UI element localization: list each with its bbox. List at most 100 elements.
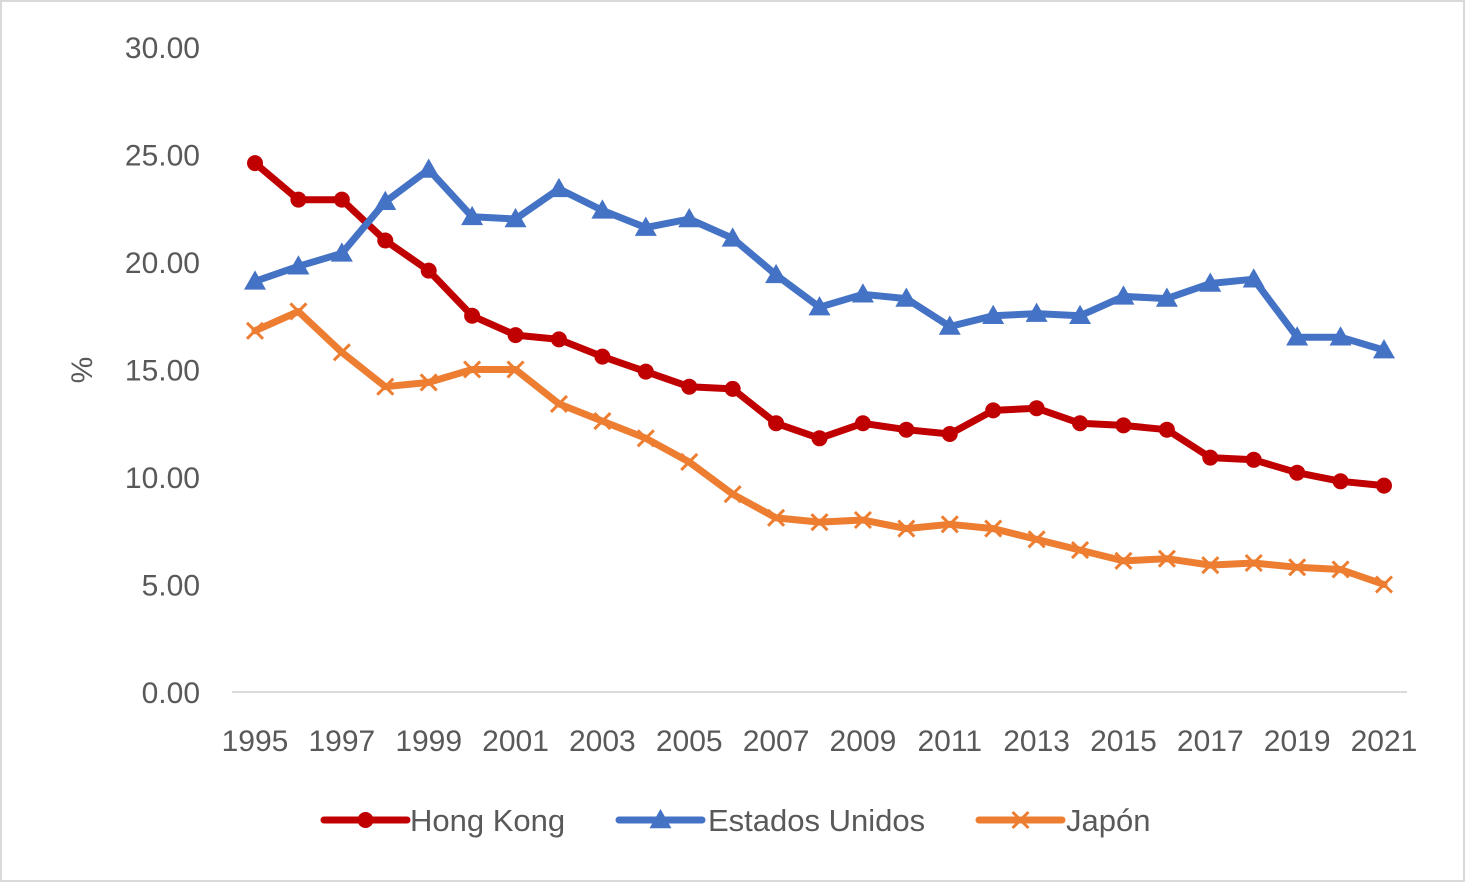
x-tick-label: 2019	[1264, 725, 1331, 758]
data-point	[1155, 287, 1178, 307]
data-point	[1201, 556, 1220, 575]
x-tick-label: 2007	[743, 725, 810, 758]
legend-label: Estados Unidos	[708, 803, 925, 838]
y-tick-labels: 0.00 5.00 10.00 15.00 20.00 25.00 30.00	[125, 32, 200, 710]
series-estados-unidos	[244, 158, 1395, 359]
x-tick-label: 2015	[1090, 725, 1157, 758]
data-point	[332, 343, 351, 362]
data-point	[1242, 268, 1265, 288]
data-point	[1331, 560, 1350, 579]
data-point	[1202, 449, 1219, 466]
legend: Hong Kong Estados Unidos Japón	[320, 803, 1150, 838]
x-tick-label: 1999	[395, 725, 462, 758]
data-point	[1070, 541, 1090, 560]
data-point	[1376, 477, 1392, 494]
legend-marker	[357, 812, 374, 828]
x-tick-label: 2005	[656, 725, 723, 758]
x-tick-label: 2003	[569, 725, 636, 758]
x-tick-label: 2013	[1003, 725, 1070, 758]
data-point	[851, 283, 874, 303]
data-point	[549, 394, 569, 413]
data-point	[810, 513, 829, 532]
series-layer	[244, 155, 1395, 594]
data-point	[938, 315, 961, 335]
data-point	[1112, 285, 1135, 305]
data-point	[897, 519, 916, 538]
y-axis-title: %	[66, 357, 99, 384]
data-point	[461, 205, 484, 226]
y-tick-label: 20.00	[125, 247, 200, 280]
data-point	[289, 302, 308, 321]
y-tick-label: 5.00	[142, 570, 200, 603]
y-tick-label: 0.00	[142, 677, 200, 710]
data-point	[1288, 558, 1307, 577]
data-point	[591, 199, 614, 219]
data-point	[637, 363, 654, 380]
data-point	[808, 296, 831, 316]
data-point	[984, 519, 1003, 538]
data-point	[1244, 553, 1263, 573]
y-tick-label: 30.00	[125, 32, 200, 65]
data-point	[1028, 400, 1045, 417]
data-point	[765, 263, 788, 284]
data-point	[768, 415, 785, 432]
data-point	[985, 402, 1002, 419]
data-point	[1245, 451, 1262, 468]
data-point	[464, 307, 481, 324]
data-point	[1114, 551, 1133, 570]
data-point	[1072, 415, 1089, 432]
data-point	[634, 216, 657, 236]
x-tick-label: 1995	[222, 725, 289, 758]
data-point	[244, 270, 266, 290]
data-point	[1158, 421, 1175, 438]
legend-entry: Estados Unidos	[615, 803, 925, 838]
x-tick-label: 2011	[918, 725, 983, 758]
data-point	[724, 380, 741, 397]
data-point	[941, 426, 958, 442]
data-point	[547, 177, 570, 198]
data-point	[1069, 304, 1092, 324]
data-point	[247, 155, 263, 172]
legend-entry: Hong Kong	[320, 803, 565, 838]
series-line	[251, 166, 1388, 354]
data-point	[721, 227, 744, 247]
data-point	[1199, 272, 1222, 292]
data-point	[506, 360, 525, 379]
y-tick-label: 15.00	[125, 355, 200, 388]
legend-label: Hong Kong	[410, 803, 565, 838]
data-point	[330, 242, 353, 262]
legend-entry: Japón	[975, 803, 1150, 838]
data-point	[287, 255, 310, 275]
data-point	[420, 262, 437, 279]
data-point	[636, 429, 655, 448]
data-point	[1286, 326, 1309, 346]
data-point	[245, 321, 265, 340]
x-tick-labels: 1995 1997 1999 2001 2003 2005 2007 2009 2011 2013…	[222, 725, 1418, 758]
data-point	[982, 304, 1005, 324]
data-point	[376, 377, 395, 396]
legend-marker	[1011, 810, 1030, 830]
data-point	[895, 287, 918, 307]
data-point	[1157, 549, 1176, 568]
x-tick-label: 2017	[1177, 725, 1244, 758]
data-point	[504, 208, 527, 228]
data-point	[1332, 473, 1349, 490]
legend-label: Japón	[1066, 803, 1150, 838]
x-tick-label: 2001	[482, 725, 549, 758]
x-tick-label: 2009	[830, 725, 897, 758]
data-point	[680, 452, 699, 472]
y-tick-label: 10.00	[125, 462, 200, 495]
data-point	[290, 191, 307, 208]
data-point	[854, 415, 871, 432]
data-point	[767, 508, 786, 527]
data-point	[1373, 339, 1395, 359]
x-tick-label: 2021	[1351, 725, 1418, 758]
data-point	[1027, 530, 1046, 549]
data-point	[374, 190, 397, 211]
series-line	[251, 308, 1388, 588]
data-point	[723, 485, 742, 504]
data-point	[333, 191, 350, 208]
data-point	[1329, 326, 1352, 346]
data-point	[463, 360, 482, 379]
